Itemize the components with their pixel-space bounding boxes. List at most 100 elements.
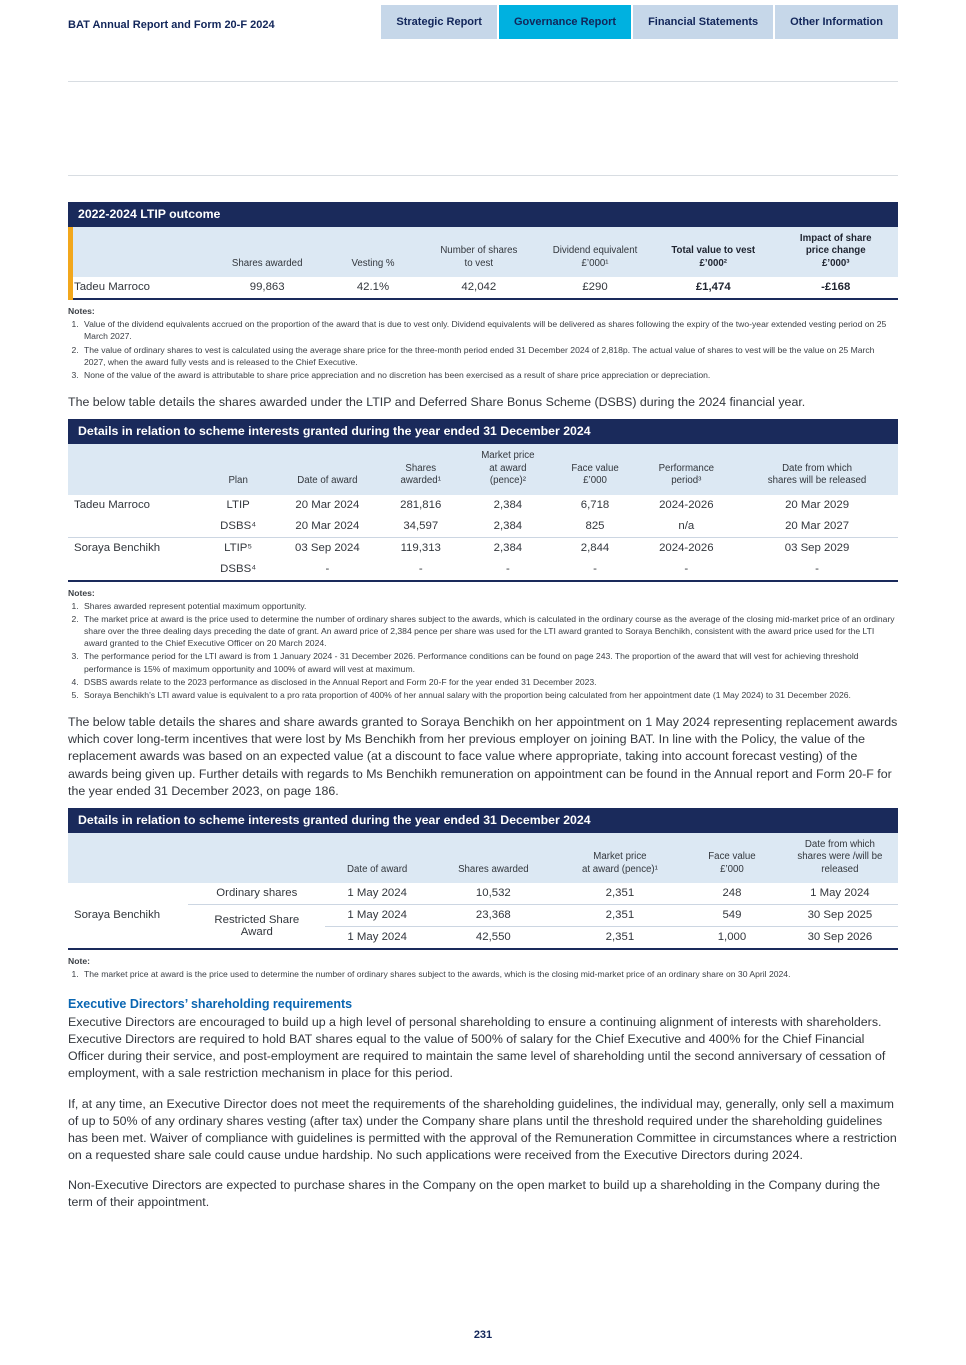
- cell-release: 30 Sep 2025: [781, 904, 898, 927]
- col-market-price: Market price at award (pence)²: [462, 444, 554, 495]
- cell-release: 1 May 2024: [781, 882, 898, 905]
- top-bar: BAT Annual Report and Form 20-F 2024 Str…: [0, 0, 966, 39]
- divider: [68, 81, 898, 82]
- ltip-outcome-table: Shares awarded Vesting % Number of share…: [68, 227, 898, 301]
- col-date-of-award: Date of award: [275, 444, 380, 495]
- ltip-header-row: Shares awarded Vesting % Number of share…: [68, 227, 898, 278]
- tab-other-information[interactable]: Other Information: [775, 5, 898, 39]
- cell-period: -: [636, 558, 737, 582]
- cell-period: 2024-2026: [659, 541, 714, 554]
- note-item: None of the value of the award is attrib…: [81, 369, 898, 381]
- cell-release: 03 Sep 2029: [784, 541, 850, 554]
- cell-name: [68, 515, 201, 538]
- notes-list: The market price at award is the price u…: [68, 968, 898, 980]
- shareholding-paragraph: Non-Executive Directors are expected to …: [68, 1178, 881, 1210]
- cell-release: 20 Mar 2029: [785, 498, 850, 511]
- cell-date: 1 May 2024: [325, 904, 430, 927]
- ltip-table-title: 2022-2024 LTIP outcome: [68, 202, 898, 227]
- col-market-price: Market price at award (pence)¹: [557, 832, 683, 883]
- note-item: The performance period for the LTI award…: [81, 650, 898, 674]
- note-item: The market price at award is the price u…: [81, 613, 898, 650]
- cell-name: Tadeu Marroco: [74, 498, 150, 511]
- tab-strategic-report[interactable]: Strategic Report: [381, 5, 497, 39]
- shareholding-paragraph: If, at any time, an Executive Director d…: [68, 1096, 897, 1162]
- cell-award-type: Ordinary shares: [188, 882, 326, 905]
- cell-shares: 10,532: [429, 882, 558, 905]
- notes-heading: Notes:: [68, 306, 95, 317]
- cell-face-value: 248: [682, 882, 782, 905]
- cell-shares: 42,550: [429, 926, 558, 950]
- grants-table: Plan Date of award Shares awarded¹ Marke…: [68, 444, 898, 582]
- cell-shares-awarded: 99,863: [209, 277, 326, 301]
- cell-plan: DSBS⁴: [200, 558, 276, 582]
- col-vesting-pct: Vesting %: [325, 227, 421, 278]
- col-release-date: Date from which shares will be released: [736, 444, 898, 495]
- replacement-table-title: Details in relation to scheme interests …: [68, 807, 898, 833]
- top-nav: Strategic Report Governance Report Finan…: [381, 5, 898, 39]
- cell-shares: 119,313: [400, 541, 441, 554]
- replacement-table: Date of award Shares awarded Market pric…: [68, 832, 898, 950]
- col-face-value: Face value £’000: [553, 444, 637, 495]
- cell-price: 2,351: [557, 926, 683, 950]
- table-row: Soraya Benchikh LTIP⁵ 03 Sep 2024 119,31…: [68, 537, 898, 559]
- cell-vesting-pct: 42.1%: [325, 277, 421, 301]
- col-name: [68, 832, 189, 883]
- col-price-impact: Impact of share price change £’000³: [773, 227, 898, 278]
- cell-price: 2,384: [493, 541, 523, 554]
- cell-shares: 23,368: [429, 904, 558, 927]
- cell-face-value: 2,844: [580, 541, 610, 554]
- cell-face-value: 549: [682, 904, 782, 927]
- tab-governance-report[interactable]: Governance Report: [498, 5, 632, 39]
- grants-section: Details in relation to scheme interests …: [68, 419, 898, 582]
- note-item: The value of ordinary shares to vest is …: [81, 344, 898, 368]
- cell-shares: 281,816: [400, 498, 442, 511]
- cell-face-value: 1,000: [682, 926, 782, 950]
- cell-price: 2,384: [462, 515, 554, 538]
- notes-heading: Note:: [68, 955, 90, 966]
- col-performance-period: Performance period³: [636, 444, 737, 495]
- shareholding-heading: Executive Directors’ shareholding requir…: [68, 997, 353, 1012]
- cell-face-value: -: [553, 558, 637, 582]
- cell-award-type: Restricted Share Award: [188, 904, 326, 950]
- cell-name: Tadeu Marroco: [68, 277, 210, 301]
- grants-notes: Notes: Shares awarded represent potentia…: [68, 588, 898, 702]
- cell-date: 03 Sep 2024: [295, 541, 360, 554]
- ltip-table-accent: Shares awarded Vesting % Number of share…: [68, 227, 898, 301]
- tab-financial-statements[interactable]: Financial Statements: [633, 5, 774, 39]
- table-row: Soraya Benchikh Ordinary shares 1 May 20…: [68, 882, 898, 950]
- page-content: 2022-2024 LTIP outcome Shares awarded Ve…: [0, 202, 966, 1211]
- col-name: [68, 227, 210, 278]
- cell-date: 20 Mar 2024: [275, 515, 380, 538]
- col-name: [68, 444, 201, 495]
- col-dividend-equivalent: Dividend equivalent £’000¹: [536, 227, 654, 278]
- cell-plan: LTIP⁵: [224, 541, 253, 554]
- col-shares-awarded: Shares awarded¹: [379, 444, 463, 495]
- report-title: BAT Annual Report and Form 20-F 2024: [68, 19, 275, 31]
- notes-heading: Notes:: [68, 587, 95, 598]
- cell-shares: -: [379, 558, 463, 582]
- cell-name: [68, 558, 201, 582]
- replacement-notes: Note: The market price at award is the p…: [68, 956, 898, 980]
- cell-price-impact: -£168: [773, 277, 898, 301]
- col-release-date: Date from which shares were /will be rel…: [781, 832, 898, 883]
- cell-shares-to-vest: 42,042: [420, 277, 537, 301]
- cell-date: 1 May 2024: [325, 926, 430, 950]
- replacement-header-row: Date of award Shares awarded Market pric…: [68, 832, 898, 883]
- cell-price: 2,351: [557, 904, 683, 927]
- table-row: Restricted Share Award 1 May 2024 23,368…: [68, 904, 898, 950]
- note-item: Value of the dividend equivalents accrue…: [81, 318, 898, 342]
- ltip-notes: Notes: Value of the dividend equivalents…: [68, 306, 898, 381]
- cell-period: n/a: [636, 515, 737, 538]
- cell-date: 1 May 2024: [325, 882, 430, 905]
- divider: [68, 175, 898, 176]
- notes-list: Shares awarded represent potential maxim…: [68, 600, 898, 702]
- col-shares-awarded: Shares awarded: [209, 227, 326, 278]
- col-total-value: Total value to vest £’000²: [653, 227, 774, 278]
- cell-date: -: [275, 558, 380, 582]
- cell-price: 2,351: [557, 882, 683, 905]
- note-item: DSBS awards relate to the 2023 performan…: [81, 676, 898, 688]
- table-row: DSBS⁴ - - - - - -: [68, 558, 898, 582]
- cell-date: 20 Mar 2024: [295, 498, 360, 511]
- cell-price: -: [462, 558, 554, 582]
